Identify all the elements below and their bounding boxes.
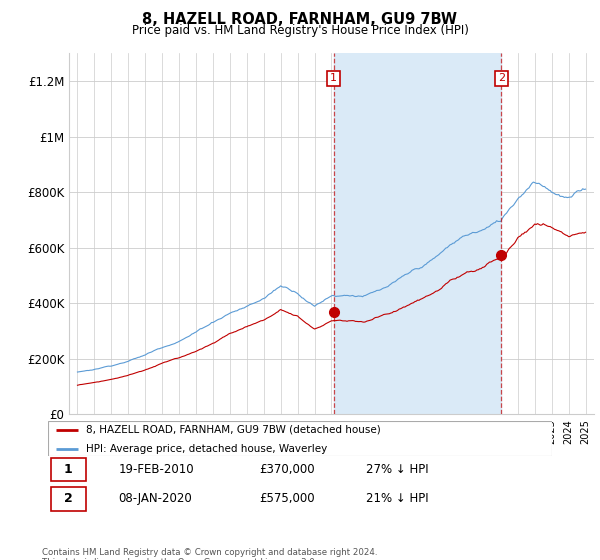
- Text: £575,000: £575,000: [260, 492, 316, 506]
- Text: Contains HM Land Registry data © Crown copyright and database right 2024.
This d: Contains HM Land Registry data © Crown c…: [42, 548, 377, 560]
- Text: 08-JAN-2020: 08-JAN-2020: [119, 492, 193, 506]
- Text: 1: 1: [330, 73, 337, 83]
- Text: 1: 1: [64, 463, 73, 477]
- Text: 8, HAZELL ROAD, FARNHAM, GU9 7BW: 8, HAZELL ROAD, FARNHAM, GU9 7BW: [143, 12, 458, 27]
- Text: 2: 2: [64, 492, 73, 506]
- Text: Price paid vs. HM Land Registry's House Price Index (HPI): Price paid vs. HM Land Registry's House …: [131, 24, 469, 36]
- Text: 21% ↓ HPI: 21% ↓ HPI: [365, 492, 428, 506]
- Text: HPI: Average price, detached house, Waverley: HPI: Average price, detached house, Wave…: [86, 444, 327, 454]
- FancyBboxPatch shape: [50, 458, 86, 482]
- Bar: [334, 53, 502, 414]
- Text: 19-FEB-2010: 19-FEB-2010: [119, 463, 194, 477]
- FancyBboxPatch shape: [50, 487, 86, 511]
- Text: £370,000: £370,000: [260, 463, 316, 477]
- FancyBboxPatch shape: [48, 421, 552, 456]
- Text: 8, HAZELL ROAD, FARNHAM, GU9 7BW (detached house): 8, HAZELL ROAD, FARNHAM, GU9 7BW (detach…: [86, 425, 380, 435]
- Text: 27% ↓ HPI: 27% ↓ HPI: [365, 463, 428, 477]
- Text: 2: 2: [498, 73, 505, 83]
